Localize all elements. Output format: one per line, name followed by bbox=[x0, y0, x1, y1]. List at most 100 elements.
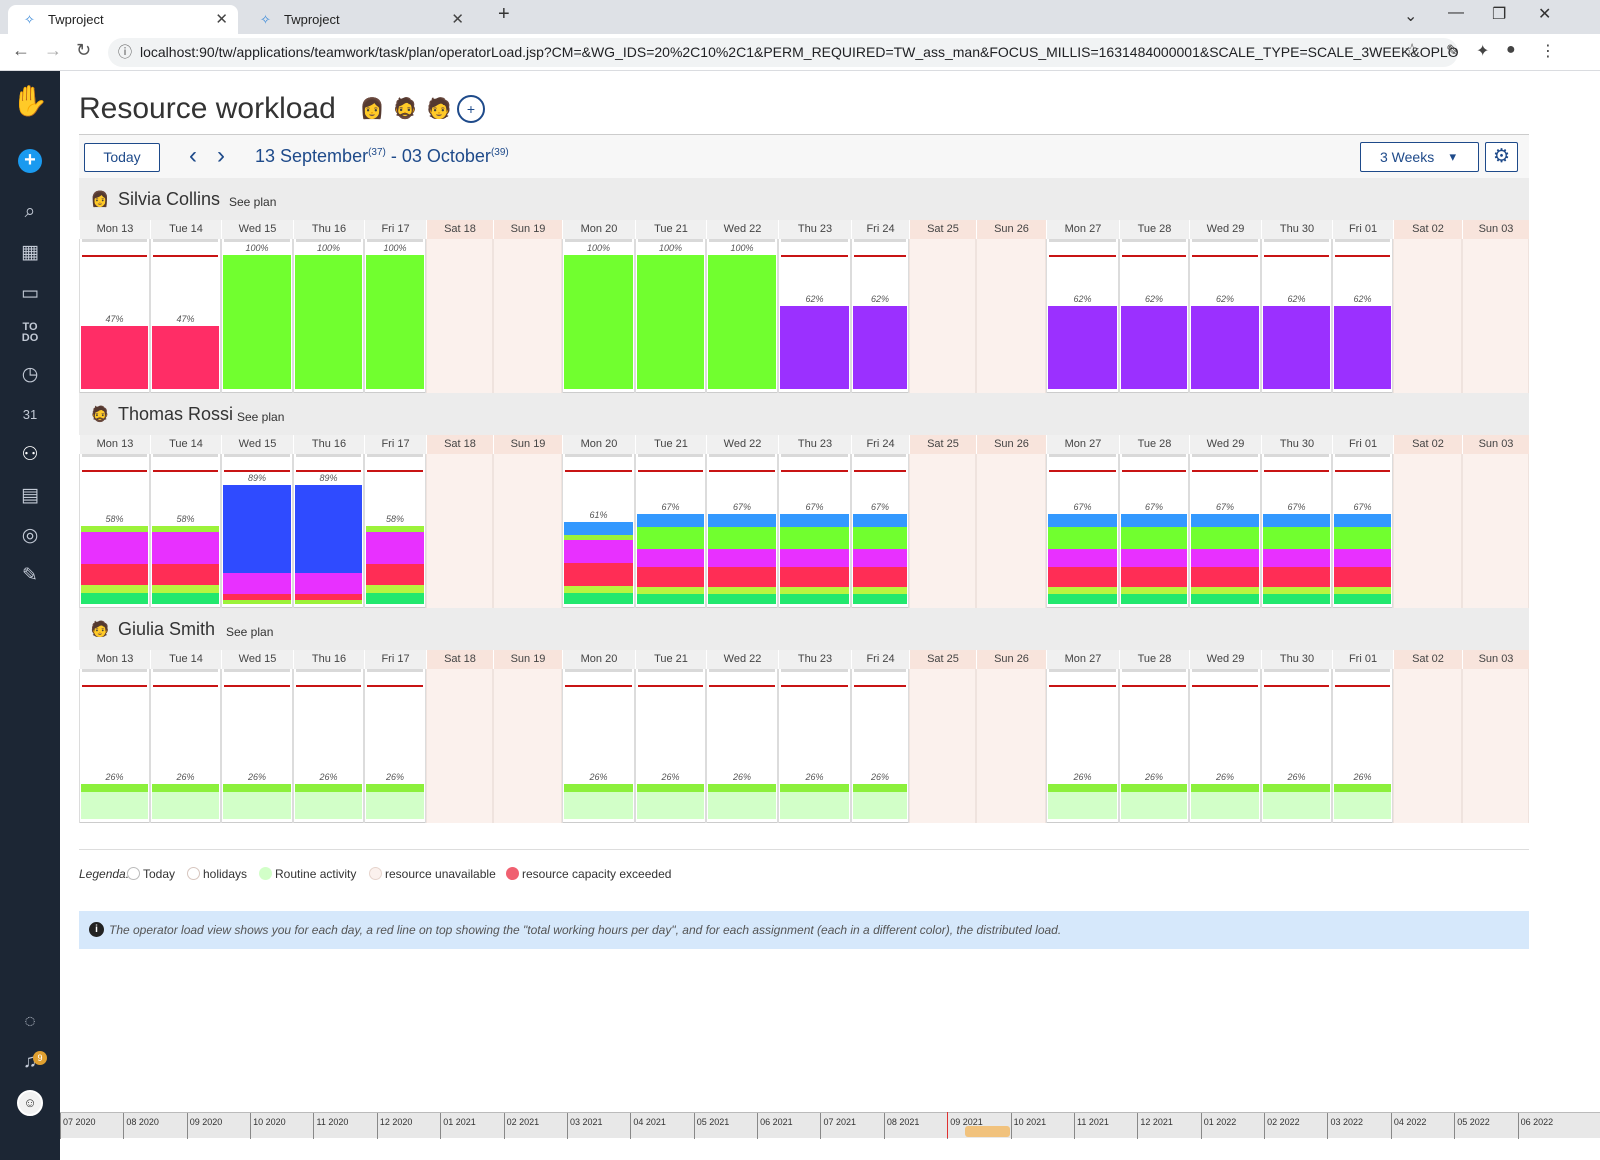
close-tab-icon[interactable]: ✕ bbox=[451, 11, 464, 28]
load-bar-segment[interactable] bbox=[637, 586, 704, 595]
timeline-month[interactable]: 02 2022 bbox=[1264, 1113, 1327, 1139]
load-bar-segment[interactable] bbox=[366, 255, 424, 389]
load-bar-segment[interactable] bbox=[708, 586, 776, 595]
load-bar-segment[interactable] bbox=[81, 326, 148, 389]
load-bar-segment[interactable] bbox=[564, 784, 633, 792]
day-cell[interactable]: 26% bbox=[635, 669, 706, 823]
timeline-month[interactable]: 04 2022 bbox=[1390, 1113, 1454, 1139]
day-cell[interactable]: 100% bbox=[221, 239, 293, 393]
see-plan-link[interactable]: See plan bbox=[229, 195, 277, 209]
bookmark-star-icon[interactable]: ☆ bbox=[1404, 40, 1421, 60]
avatar-thomas-rossi[interactable]: 🧔 bbox=[392, 98, 418, 120]
load-bar-segment[interactable] bbox=[708, 784, 776, 792]
day-cell[interactable]: 100% bbox=[364, 239, 426, 393]
load-bar-segment[interactable] bbox=[708, 791, 776, 819]
load-bar-segment[interactable] bbox=[152, 563, 219, 586]
day-cell[interactable]: 26% bbox=[364, 669, 426, 823]
browser-tab-active[interactable]: ✧ Twproject ✕ bbox=[8, 5, 238, 34]
load-bar-segment[interactable] bbox=[1048, 549, 1117, 568]
day-cell[interactable]: 62% bbox=[778, 239, 851, 393]
chat-icon[interactable]: ◌ bbox=[24, 1011, 36, 1032]
load-bar-segment[interactable] bbox=[1048, 791, 1117, 819]
load-bar-segment[interactable] bbox=[1334, 594, 1391, 604]
load-bar-segment[interactable] bbox=[223, 600, 291, 604]
load-bar-segment[interactable] bbox=[564, 535, 633, 541]
load-bar-segment[interactable] bbox=[853, 514, 907, 527]
user-avatar[interactable]: ☺ bbox=[17, 1090, 43, 1116]
load-bar-segment[interactable] bbox=[564, 592, 633, 604]
load-bar-segment[interactable] bbox=[295, 484, 362, 573]
clock-icon[interactable]: ◷ bbox=[21, 364, 39, 385]
load-bar-segment[interactable] bbox=[1334, 567, 1391, 587]
load-bar-segment[interactable] bbox=[152, 784, 219, 792]
load-bar-segment[interactable] bbox=[1334, 784, 1391, 792]
calendar-icon[interactable]: 31 bbox=[22, 407, 38, 422]
timeline-month[interactable]: 06 2022 bbox=[1517, 1113, 1581, 1139]
tools-wrench-icon[interactable]: ✎ bbox=[22, 565, 38, 586]
address-bar[interactable]: ⓘ localhost:90/tw/applications/teamwork/… bbox=[108, 38, 1458, 67]
timeline-month[interactable]: 05 2021 bbox=[693, 1113, 757, 1139]
timeline-month[interactable]: 11 2020 bbox=[313, 1113, 376, 1139]
load-bar-segment[interactable] bbox=[1121, 514, 1187, 527]
load-bar-segment[interactable] bbox=[1263, 526, 1330, 550]
day-cell[interactable] bbox=[493, 669, 562, 823]
load-bar-segment[interactable] bbox=[81, 563, 148, 586]
day-cell[interactable]: 62% bbox=[1119, 239, 1189, 393]
load-bar-segment[interactable] bbox=[1191, 567, 1259, 587]
load-bar-segment[interactable] bbox=[1121, 549, 1187, 568]
load-bar-segment[interactable] bbox=[1334, 305, 1391, 389]
day-cell[interactable]: 26% bbox=[706, 669, 778, 823]
load-bar-segment[interactable] bbox=[81, 593, 148, 604]
load-bar-segment[interactable] bbox=[1191, 305, 1259, 389]
day-cell[interactable] bbox=[426, 454, 493, 608]
load-bar-segment[interactable] bbox=[853, 791, 907, 819]
day-cell[interactable]: 100% bbox=[562, 239, 635, 393]
day-cell[interactable] bbox=[1393, 454, 1462, 608]
day-cell[interactable]: 62% bbox=[1332, 239, 1393, 393]
load-bar-segment[interactable] bbox=[780, 514, 849, 527]
load-bar-segment[interactable] bbox=[780, 594, 849, 604]
load-bar-segment[interactable] bbox=[853, 305, 907, 389]
load-bar-segment[interactable] bbox=[853, 526, 907, 550]
load-bar-segment[interactable] bbox=[1121, 305, 1187, 389]
timeline-month[interactable]: 10 2021 bbox=[1010, 1113, 1074, 1139]
load-bar-segment[interactable] bbox=[295, 600, 362, 604]
day-cell[interactable] bbox=[976, 669, 1046, 823]
close-tab-icon[interactable]: ✕ bbox=[215, 11, 228, 28]
load-bar-segment[interactable] bbox=[366, 563, 424, 586]
timeline-month[interactable]: 04 2021 bbox=[630, 1113, 693, 1139]
new-tab-icon[interactable]: + bbox=[498, 3, 510, 25]
load-bar-segment[interactable] bbox=[1334, 586, 1391, 595]
day-cell[interactable]: 62% bbox=[1046, 239, 1119, 393]
day-cell[interactable]: 62% bbox=[851, 239, 909, 393]
load-bar-segment[interactable] bbox=[366, 791, 424, 819]
load-bar-segment[interactable] bbox=[780, 791, 849, 819]
day-cell[interactable]: 67% bbox=[706, 454, 778, 608]
coins-icon[interactable]: ◎ bbox=[21, 525, 39, 546]
load-bar-segment[interactable] bbox=[1191, 791, 1259, 819]
timeline-month[interactable]: 07 2021 bbox=[820, 1113, 883, 1139]
reload-icon[interactable]: ↻ bbox=[76, 40, 92, 60]
day-cell[interactable] bbox=[1462, 454, 1529, 608]
load-bar-segment[interactable] bbox=[564, 255, 633, 389]
load-bar-segment[interactable] bbox=[152, 593, 219, 604]
timeline-month[interactable]: 12 2020 bbox=[376, 1113, 440, 1139]
day-cell[interactable]: 67% bbox=[1189, 454, 1261, 608]
back-icon[interactable]: ← bbox=[12, 40, 30, 60]
load-bar-segment[interactable] bbox=[708, 549, 776, 568]
load-bar-segment[interactable] bbox=[780, 567, 849, 587]
tab-search-icon[interactable]: ⌄ bbox=[1404, 8, 1418, 25]
load-bar-segment[interactable] bbox=[708, 594, 776, 604]
load-bar-segment[interactable] bbox=[1121, 586, 1187, 595]
day-cell[interactable] bbox=[493, 454, 562, 608]
load-bar-segment[interactable] bbox=[637, 784, 704, 792]
day-cell[interactable]: 67% bbox=[1332, 454, 1393, 608]
forward-icon[interactable]: → bbox=[44, 40, 62, 60]
day-cell[interactable]: 62% bbox=[1261, 239, 1332, 393]
dashboard-icon[interactable]: ▦ bbox=[21, 242, 39, 263]
load-bar-segment[interactable] bbox=[295, 791, 362, 819]
load-bar-segment[interactable] bbox=[1191, 526, 1259, 550]
day-cell[interactable]: 67% bbox=[1046, 454, 1119, 608]
load-bar-segment[interactable] bbox=[564, 791, 633, 819]
load-bar-segment[interactable] bbox=[637, 526, 704, 550]
